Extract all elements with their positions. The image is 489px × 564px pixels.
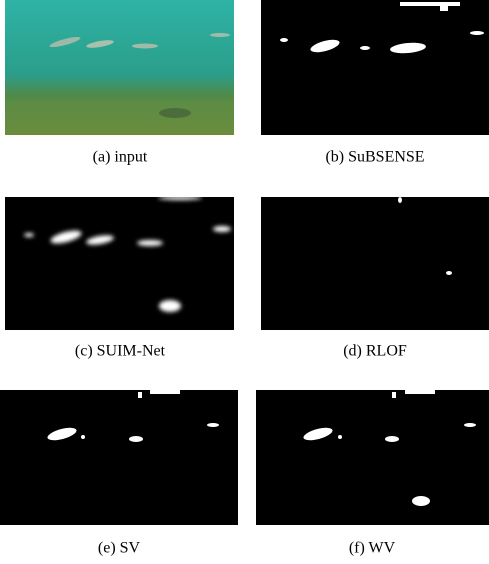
panel-subsense — [261, 0, 489, 135]
caption: (b) SuBSENSE — [325, 149, 424, 166]
caption: (e) SV — [98, 540, 141, 557]
panel-wv — [256, 390, 489, 525]
figure: (a) input (b) SuBSENSE (c) SUIM-Net (d) … — [0, 0, 489, 564]
caption: (f) WV — [349, 540, 396, 557]
panel-rlof — [261, 197, 489, 330]
caption: (a) input — [93, 149, 148, 166]
panel-suim-net — [5, 196, 234, 330]
caption: (d) RLOF — [343, 343, 407, 360]
caption: (c) SUIM-Net — [75, 343, 166, 360]
panel-input — [5, 0, 234, 135]
panel-sv — [0, 390, 238, 525]
